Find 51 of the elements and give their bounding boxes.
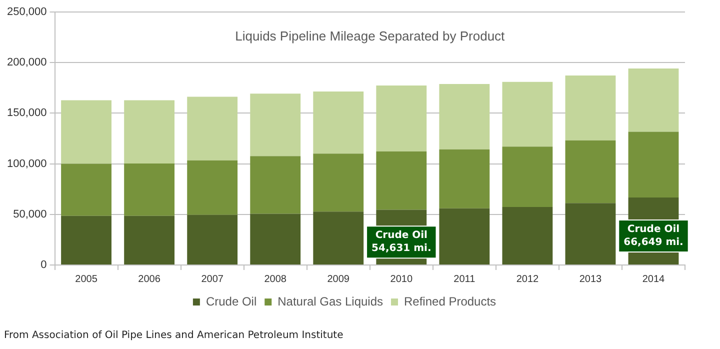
legend-label: Natural Gas Liquids bbox=[278, 294, 384, 308]
bar bbox=[376, 151, 427, 210]
bar bbox=[61, 216, 112, 264]
text: From Association of Oil Pipe Lines and American Petroleum Institute bbox=[4, 330, 344, 341]
bar bbox=[628, 68, 679, 132]
y-tick-label: 100,000 bbox=[6, 158, 47, 170]
x-tick-label: 2005 bbox=[75, 274, 98, 285]
bar bbox=[250, 94, 301, 156]
x-tick-label: 2013 bbox=[579, 274, 602, 285]
data-label: Crude Oil 66,649 mi. bbox=[624, 224, 684, 248]
bar bbox=[124, 216, 175, 264]
data-label: Crude Oil 54,631 mi. bbox=[372, 230, 432, 254]
bar bbox=[313, 91, 364, 154]
y-tick-label: 200,000 bbox=[6, 56, 47, 69]
x-tick-label: 2007 bbox=[201, 274, 224, 285]
y-tick-label: 250,000 bbox=[6, 6, 47, 18]
bar bbox=[187, 160, 238, 215]
bar bbox=[565, 203, 616, 264]
bar bbox=[565, 140, 616, 204]
x-tick-label: 2009 bbox=[327, 274, 350, 285]
bar bbox=[439, 208, 490, 264]
y-tick-label: 0 bbox=[40, 259, 47, 272]
bar bbox=[250, 214, 301, 264]
bar bbox=[187, 214, 238, 264]
legend-label: Crude Oil bbox=[206, 294, 257, 308]
bar bbox=[187, 96, 238, 160]
y-tick-label: 50,000 bbox=[13, 208, 47, 220]
bar bbox=[439, 149, 490, 208]
bar bbox=[376, 85, 427, 152]
bar bbox=[61, 164, 112, 216]
bar bbox=[61, 100, 112, 164]
text: Liquids Pipeline Mileage Separated by Product bbox=[235, 28, 506, 44]
bar bbox=[565, 76, 616, 140]
x-tick-label: 2010 bbox=[390, 274, 413, 285]
bar bbox=[124, 163, 175, 216]
bar bbox=[250, 156, 301, 214]
bar bbox=[313, 212, 364, 264]
x-tick-label: 2008 bbox=[264, 274, 287, 285]
bar bbox=[628, 132, 679, 198]
bar bbox=[313, 154, 364, 212]
bar bbox=[439, 84, 490, 150]
legend-label: Refined Products bbox=[404, 294, 496, 308]
x-tick-label: 2014 bbox=[642, 274, 666, 285]
bar bbox=[502, 207, 553, 264]
x-tick-label: 2012 bbox=[516, 274, 539, 285]
x-tick-label: 2011 bbox=[454, 274, 476, 285]
x-tick-label: 2006 bbox=[138, 274, 161, 285]
bar bbox=[124, 100, 175, 164]
bar bbox=[502, 146, 553, 208]
y-tick-label: 150,000 bbox=[6, 107, 47, 120]
bar bbox=[502, 82, 553, 147]
